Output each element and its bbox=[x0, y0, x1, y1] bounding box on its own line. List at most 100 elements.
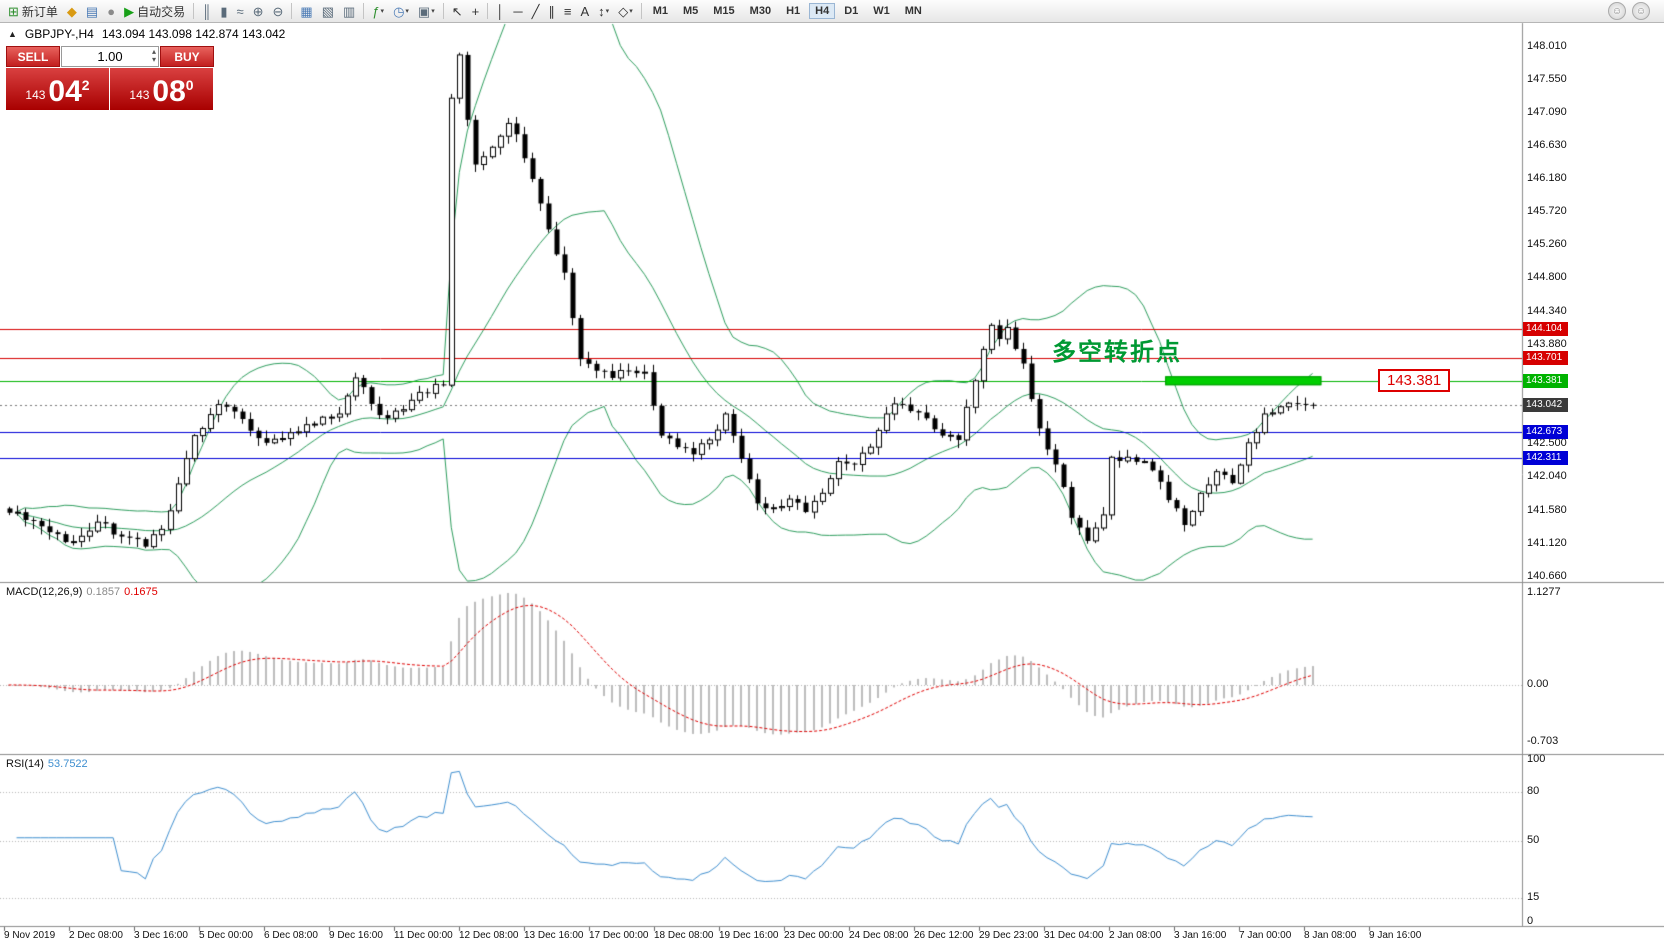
collapse-trade-panel-icon[interactable]: ▲ bbox=[8, 29, 17, 39]
data-window-icon[interactable]: ● bbox=[103, 1, 119, 22]
price-axis-label: 144.340 bbox=[1527, 305, 1567, 317]
time-axis-label: 3 Jan 16:00 bbox=[1174, 930, 1227, 941]
time-axis-label: 31 Dec 04:00 bbox=[1044, 930, 1104, 941]
periods-icon[interactable]: ◷ ▾ bbox=[393, 3, 409, 19]
horizontal-line-icon[interactable]: ─ bbox=[509, 1, 526, 22]
arrows-icon[interactable]: ↕ ▾ bbox=[598, 3, 610, 19]
toolbar-separator bbox=[193, 3, 195, 19]
support-icon[interactable]: ☺ bbox=[1632, 2, 1650, 20]
timeframe-m5[interactable]: M5 bbox=[682, 5, 699, 17]
timeframe-w1[interactable]: W1 bbox=[873, 5, 890, 17]
price-axis-label: 142.040 bbox=[1527, 470, 1567, 482]
time-axis-label: 9 Dec 16:00 bbox=[329, 930, 383, 941]
time-axis-label: 5 Dec 00:00 bbox=[199, 930, 253, 941]
time-axis-label: 3 Dec 16:00 bbox=[134, 930, 188, 941]
price-axis-label: 146.180 bbox=[1527, 172, 1567, 184]
price-line-tag[interactable]: 144.104 bbox=[1523, 322, 1568, 336]
price-line-tag[interactable]: 142.311 bbox=[1523, 451, 1568, 465]
price-label-box[interactable]: 143.381 bbox=[1378, 369, 1451, 392]
data-window-icon-glyph: ● bbox=[107, 3, 116, 19]
cascade-windows-icon[interactable]: ▧ bbox=[318, 1, 338, 22]
price-line-tag[interactable]: 143.381 bbox=[1523, 374, 1568, 388]
vertical-line-icon[interactable]: │ bbox=[492, 1, 508, 22]
timeframe-m15[interactable]: M15 bbox=[713, 5, 735, 17]
fibonacci-icon[interactable]: ≡ bbox=[560, 1, 576, 22]
timeframe-mn[interactable]: MN bbox=[904, 5, 922, 17]
trendline-icon[interactable]: ╱ bbox=[528, 1, 544, 22]
toolbar-separator bbox=[291, 3, 293, 19]
cursor-icon[interactable]: ↖ bbox=[448, 1, 467, 22]
price-axis-label: 145.260 bbox=[1527, 238, 1567, 250]
volume-value: 1.00 bbox=[97, 49, 123, 64]
time-axis-label: 18 Dec 08:00 bbox=[654, 930, 714, 941]
volume-field[interactable]: 1.00 ▴ ▾ bbox=[61, 46, 159, 67]
crosshair-icon-glyph: + bbox=[471, 3, 480, 19]
price-line-tag[interactable]: 143.701 bbox=[1523, 351, 1568, 365]
time-axis-label: 23 Dec 00:00 bbox=[784, 930, 844, 941]
rsi-scale-label: 0 bbox=[1527, 915, 1534, 927]
price-line-tag[interactable]: 142.673 bbox=[1523, 425, 1568, 439]
autotrade-button[interactable]: ▶ 自动交易 bbox=[124, 3, 186, 19]
market-watch-icon[interactable]: ▤ bbox=[82, 1, 102, 22]
crosshair-icon[interactable]: + bbox=[468, 1, 484, 22]
line-chart-icon-glyph: ≈ bbox=[236, 3, 244, 19]
indicators-icon[interactable]: ƒ ▾ bbox=[372, 3, 385, 19]
buy-price-pips: 08 bbox=[152, 75, 186, 108]
arrange-windows-icon[interactable]: ▥ bbox=[339, 1, 359, 22]
text-icon[interactable]: A bbox=[577, 1, 594, 22]
timeframe-m30[interactable]: M30 bbox=[749, 5, 772, 17]
rsi-scale-label: 50 bbox=[1527, 834, 1540, 846]
history-center-icon[interactable]: ◆ bbox=[63, 1, 81, 22]
time-axis-label: 12 Dec 08:00 bbox=[459, 930, 519, 941]
time-axis-label: 6 Dec 08:00 bbox=[264, 930, 318, 941]
timeframe-m1[interactable]: M1 bbox=[652, 5, 668, 17]
channel-icon[interactable]: ∥ bbox=[544, 1, 559, 22]
shapes-icon[interactable]: ◇ ▾ bbox=[618, 3, 633, 19]
arrows-icon-glyph: ↕ bbox=[598, 3, 605, 19]
zoom-out-icon[interactable]: ⊖ bbox=[269, 1, 288, 22]
bar-chart-icon[interactable]: ║ bbox=[198, 1, 215, 22]
timeframe-d1[interactable]: D1 bbox=[844, 5, 859, 17]
arrange-windows-icon-glyph: ▥ bbox=[343, 3, 356, 19]
line-chart-icon[interactable]: ≈ bbox=[232, 1, 247, 22]
toolbar-separator bbox=[442, 3, 444, 19]
toolbar-separator bbox=[363, 3, 365, 19]
macd-name: MACD(12,26,9) bbox=[6, 586, 83, 598]
chart-annotation-text[interactable]: 多空转折点 bbox=[1052, 339, 1182, 366]
sell-button[interactable]: SELL bbox=[6, 46, 60, 67]
periods-icon-glyph: ◷ bbox=[393, 3, 405, 19]
tile-windows-icon-glyph: ▦ bbox=[300, 3, 313, 19]
time-axis-label: 26 Dec 12:00 bbox=[914, 930, 974, 941]
chart-symbol-line: ▲ GBPJPY-,H4 143.094 143.098 142.874 143… bbox=[8, 27, 285, 41]
volume-decrease-icon[interactable]: ▾ bbox=[151, 55, 156, 64]
price-axis-label: 140.660 bbox=[1527, 570, 1567, 582]
zoom-out-icon-glyph: ⊖ bbox=[272, 3, 284, 19]
timeframe-h4[interactable]: H4 bbox=[809, 3, 836, 19]
time-axis-label: 17 Dec 00:00 bbox=[589, 930, 649, 941]
time-axis-label: 8 Jan 08:00 bbox=[1304, 930, 1357, 941]
buy-price-main: 143 bbox=[129, 88, 150, 102]
timeframe-h1[interactable]: H1 bbox=[786, 5, 801, 17]
buy-price-box[interactable]: 143 08 0 bbox=[110, 68, 213, 110]
cascade-windows-icon-glyph: ▧ bbox=[321, 3, 335, 19]
trendline-icon-glyph: ╱ bbox=[531, 3, 540, 19]
community-icon[interactable]: ☺ bbox=[1608, 2, 1626, 20]
volume-increase-icon[interactable]: ▴ bbox=[151, 47, 156, 56]
zoom-in-icon[interactable]: ⊕ bbox=[249, 1, 268, 22]
candlestick-chart-icon[interactable]: ▮ bbox=[216, 1, 231, 22]
new-order-button[interactable]: ⊞ 新订单 bbox=[8, 3, 58, 19]
buy-button[interactable]: BUY bbox=[160, 46, 214, 67]
macd-scale-label: -0.703 bbox=[1527, 735, 1559, 747]
sell-price-box[interactable]: 143 04 2 bbox=[6, 68, 109, 110]
price-axis-label: 144.800 bbox=[1527, 271, 1567, 283]
rsi-name: RSI(14) bbox=[6, 758, 44, 770]
current-price-tag[interactable]: 143.042 bbox=[1523, 398, 1568, 412]
sell-price-pips: 04 bbox=[48, 75, 82, 108]
price-axis-label: 147.550 bbox=[1527, 73, 1567, 85]
toolbar: ⊞ 新订单 ◆ ▤ ● ▶ 自动交易 ║ ▮ ≈ ⊕ ⊖ ▦ ▧ ▥ ƒ ▾ ◷ ▾ ▣ ▾ ↖ + │ ─ ╱ ∥ ≡ A ↕ ▾ ◇ ▾ M1… bbox=[0, 0, 1664, 23]
tile-windows-icon[interactable]: ▦ bbox=[296, 1, 316, 22]
rsi-scale-label: 100 bbox=[1527, 753, 1546, 765]
templates-icon[interactable]: ▣ ▾ bbox=[417, 3, 435, 19]
price-axis-label: 145.720 bbox=[1527, 205, 1567, 217]
